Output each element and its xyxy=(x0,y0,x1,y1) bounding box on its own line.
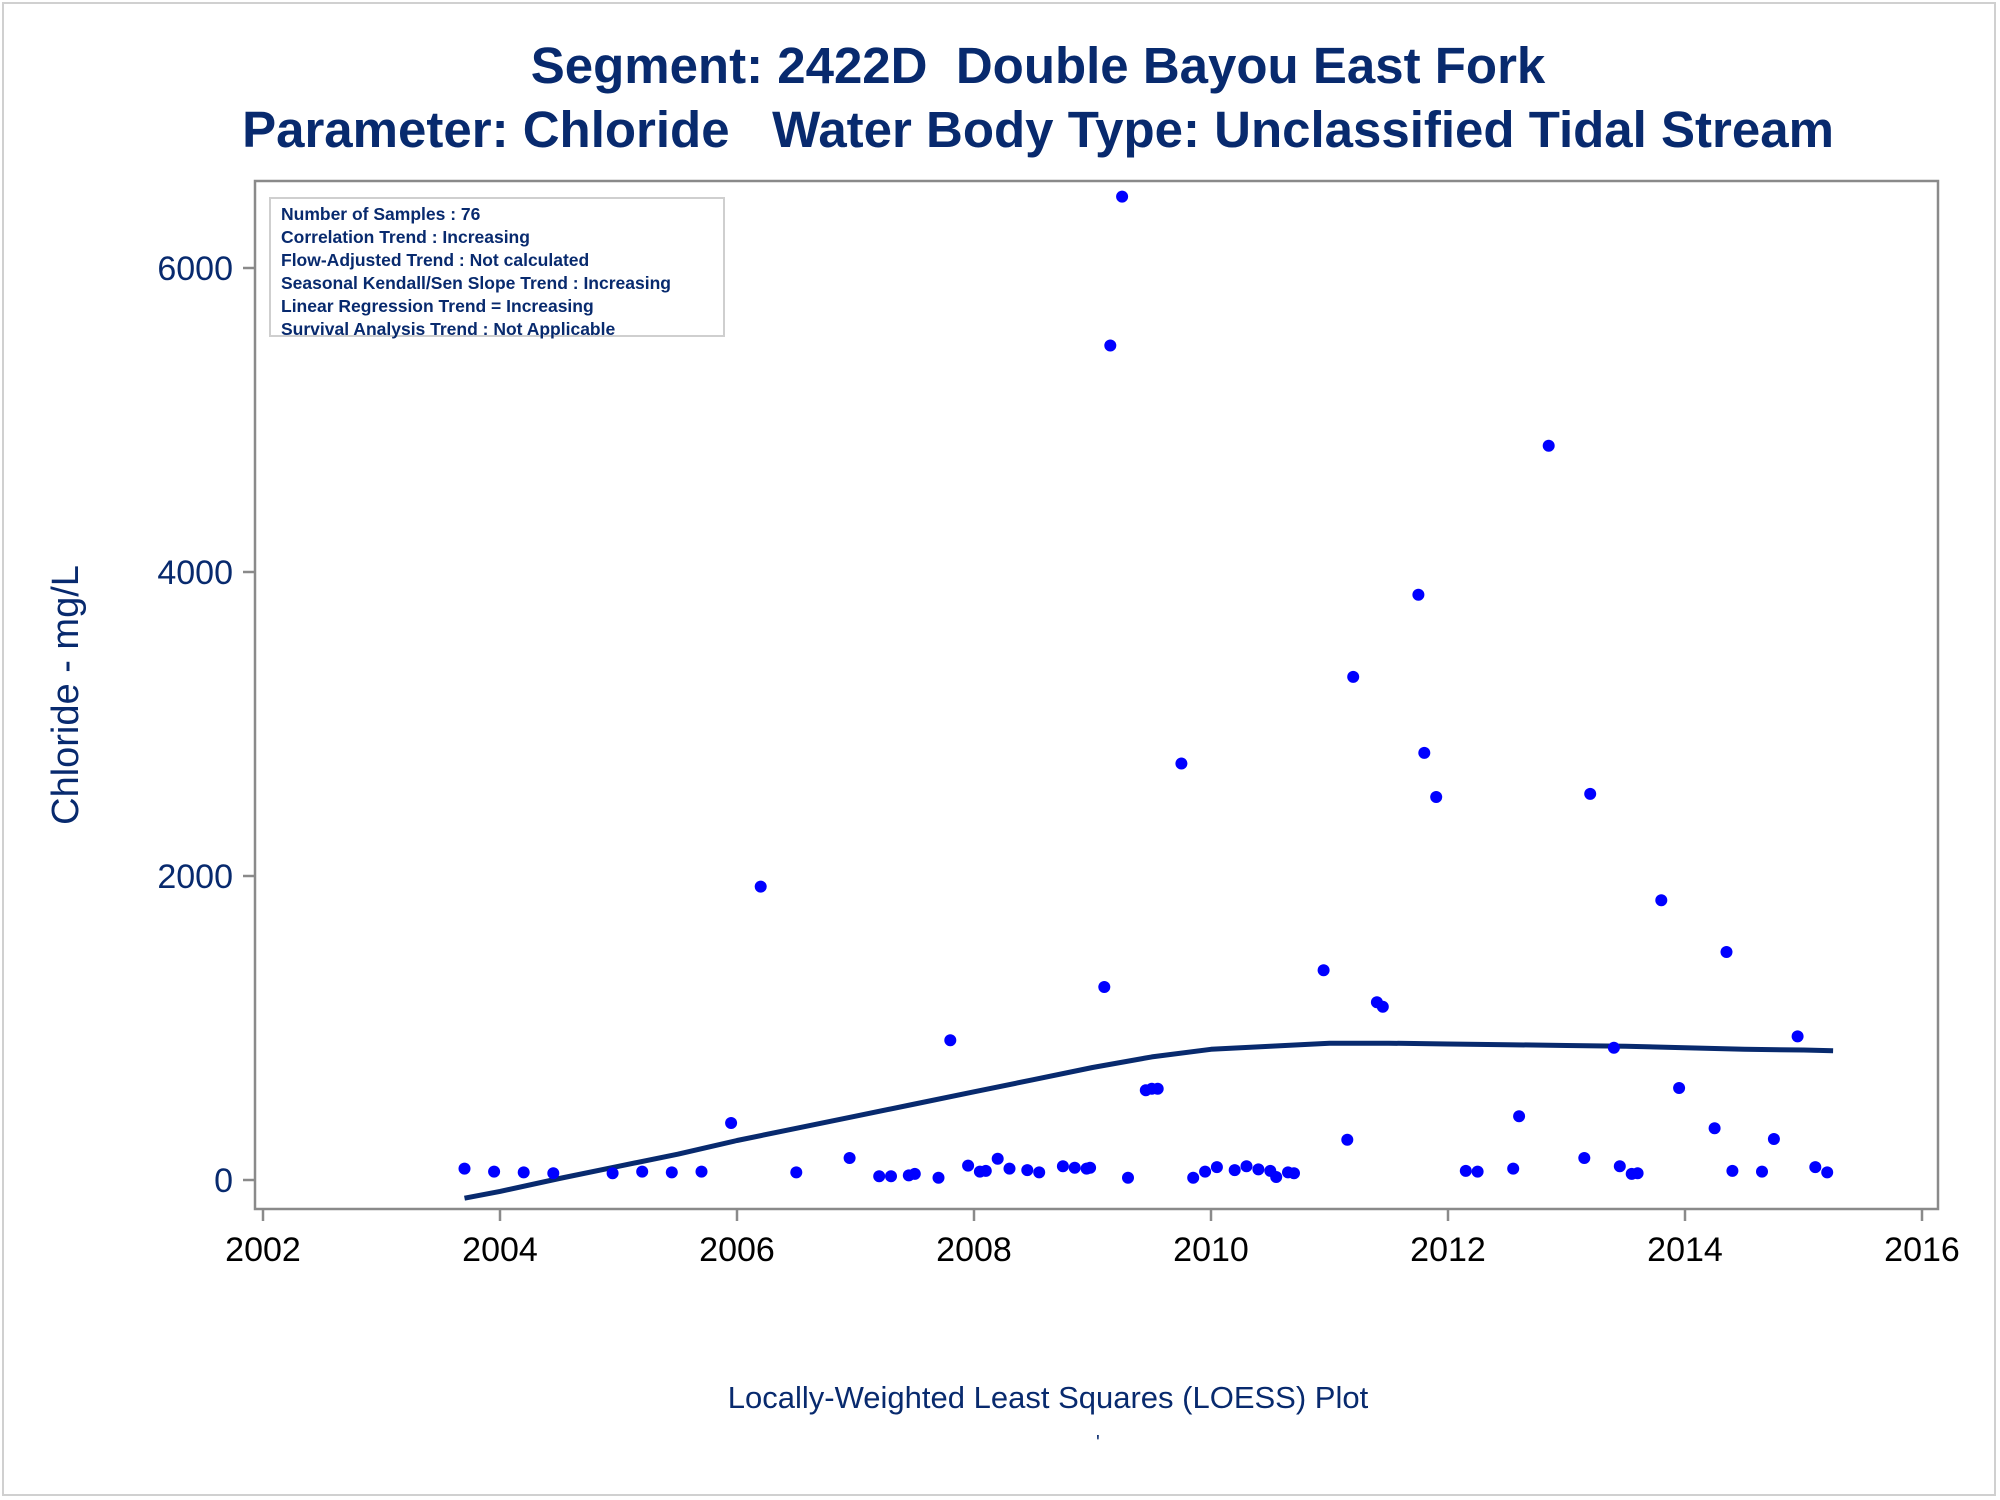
x-tick-label: 2014 xyxy=(1647,1231,1723,1269)
data-point xyxy=(754,880,767,893)
data-point xyxy=(1578,1152,1591,1164)
x-tick-label: 2004 xyxy=(462,1231,538,1269)
data-point xyxy=(1084,1161,1097,1174)
data-point xyxy=(1673,1082,1686,1094)
data-point xyxy=(665,1166,678,1179)
data-point xyxy=(1098,981,1111,993)
data-point xyxy=(1240,1160,1253,1173)
data-point xyxy=(1068,1161,1081,1174)
x-axis: 2002 2004 2006 2008 2010 2012 2014 2016 xyxy=(225,1209,1960,1269)
data-point xyxy=(1542,439,1555,452)
data-point xyxy=(1228,1164,1241,1177)
data-point xyxy=(790,1166,803,1179)
data-point xyxy=(1584,787,1597,800)
data-point xyxy=(1513,1110,1526,1123)
data-point xyxy=(1376,1000,1389,1013)
data-point xyxy=(1791,1030,1804,1043)
data-point xyxy=(1175,757,1188,770)
y-axis: 0 2000 4000 6000 xyxy=(157,250,255,1200)
data-point xyxy=(1003,1162,1016,1175)
data-point xyxy=(1726,1164,1739,1177)
data-point xyxy=(458,1162,471,1175)
data-point xyxy=(1199,1165,1212,1178)
loess-line-group xyxy=(464,1040,1834,1201)
data-point xyxy=(991,1152,1004,1165)
plot-area xyxy=(253,179,1940,1211)
data-point xyxy=(1756,1165,1768,1178)
y-axis-label: Chloride - mg/L xyxy=(45,565,87,825)
stat-seasonal-kendall-trend: Seasonal Kendall/Sen Slope Trend : Incre… xyxy=(281,273,671,293)
data-point xyxy=(1809,1161,1822,1174)
data-point xyxy=(843,1152,856,1164)
data-point xyxy=(1056,1160,1069,1173)
data-point xyxy=(1507,1162,1520,1175)
data-point xyxy=(1341,1133,1354,1146)
data-point xyxy=(1347,670,1360,683)
data-point xyxy=(1821,1166,1834,1179)
data-point xyxy=(1252,1163,1265,1176)
data-points xyxy=(458,190,1834,1184)
data-point xyxy=(636,1165,649,1178)
data-point xyxy=(1631,1167,1644,1180)
data-point xyxy=(488,1165,501,1178)
data-point xyxy=(1708,1122,1721,1135)
y-tick-label: 2000 xyxy=(157,858,233,896)
data-point xyxy=(873,1170,886,1183)
data-point xyxy=(932,1171,945,1184)
data-point xyxy=(1116,190,1129,203)
data-point xyxy=(1104,339,1117,352)
data-point xyxy=(944,1034,957,1047)
data-point xyxy=(885,1170,897,1183)
data-point xyxy=(1418,746,1431,759)
data-point xyxy=(1459,1164,1472,1177)
y-tick-label: 4000 xyxy=(157,554,233,592)
data-point xyxy=(1021,1164,1034,1177)
x-tick-label: 2010 xyxy=(1173,1231,1249,1269)
data-point xyxy=(1122,1171,1134,1184)
stat-flow-adjusted-trend: Flow-Adjusted Trend : Not calculated xyxy=(281,250,590,270)
data-point xyxy=(1288,1167,1300,1180)
data-point xyxy=(1655,894,1668,907)
data-point xyxy=(517,1166,530,1179)
x-tick-label: 2002 xyxy=(225,1231,301,1269)
chart-title: Segment: 2422D Double Bayou East Fork xyxy=(530,37,1546,94)
data-point xyxy=(725,1117,738,1129)
data-point xyxy=(1210,1161,1223,1174)
x-tick-label: 2016 xyxy=(1884,1231,1960,1269)
data-point xyxy=(1187,1171,1200,1184)
data-point xyxy=(547,1167,560,1180)
stat-correlation-trend: Correlation Trend : Increasing xyxy=(281,227,530,247)
data-point xyxy=(1430,791,1443,803)
x-axis-label: Locally-Weighted Least Squares (LOESS) P… xyxy=(727,1380,1369,1415)
data-point xyxy=(1471,1165,1484,1178)
stat-sample-count: Number of Samples : 76 xyxy=(281,204,481,224)
x-tick-label: 2012 xyxy=(1410,1231,1486,1269)
y-tick-label: 0 xyxy=(214,1162,233,1200)
data-point xyxy=(908,1167,921,1180)
chart-subtitle: Parameter: Chloride Water Body Type: Unc… xyxy=(242,101,1834,158)
data-point xyxy=(1270,1171,1283,1183)
x-tick-label: 2008 xyxy=(936,1231,1012,1269)
data-point xyxy=(695,1165,708,1178)
y-tick-label: 6000 xyxy=(157,250,233,288)
data-point xyxy=(1151,1082,1164,1095)
data-point xyxy=(962,1159,975,1172)
stat-linear-regression-trend: Linear Regression Trend = Increasing xyxy=(281,296,594,316)
data-point xyxy=(1613,1160,1626,1173)
trend-statistics-box: Number of Samples : 76 Correlation Trend… xyxy=(269,197,725,339)
data-point xyxy=(979,1164,992,1177)
data-point xyxy=(1412,588,1425,601)
data-point xyxy=(1720,946,1733,958)
data-point xyxy=(1767,1133,1780,1145)
x-tick-label: 2006 xyxy=(699,1231,775,1269)
data-point xyxy=(606,1167,619,1180)
data-point xyxy=(1607,1041,1620,1054)
stat-survival-analysis-trend: Survival Analysis Trend : Not Applicable xyxy=(281,319,616,339)
data-point xyxy=(1317,964,1330,977)
data-point xyxy=(1033,1166,1046,1179)
loess-line xyxy=(464,1040,1834,1201)
footnote-mark: ' xyxy=(1096,1432,1100,1454)
